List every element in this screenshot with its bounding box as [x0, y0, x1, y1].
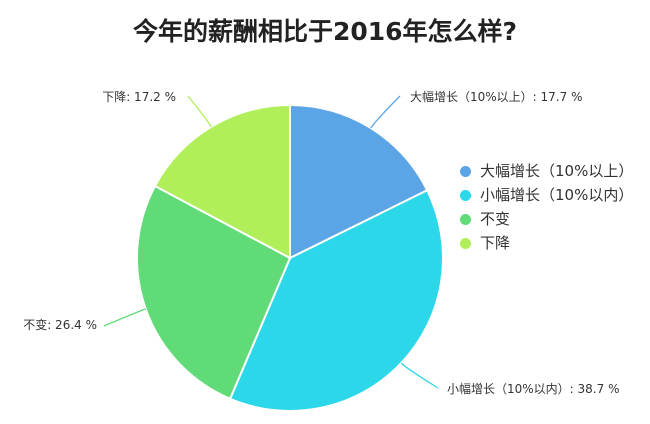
legend-item[interactable]: 小幅增长（10%以内）	[460, 183, 633, 207]
pie-data-label: 下降: 17.2 %	[102, 90, 176, 104]
legend-swatch	[460, 213, 471, 225]
pie-slice[interactable]	[289, 103, 429, 260]
legend-label: 下降	[480, 234, 511, 252]
legend-label: 大幅增长（10%以上）	[480, 162, 634, 180]
label-leader-line	[400, 362, 439, 389]
legend-label: 小幅增长（10%以内）	[480, 186, 634, 204]
label-leader-line	[103, 308, 146, 327]
pie-data-label: 大幅增长（10%以上）: 17.7 %	[410, 89, 582, 104]
pie-slice[interactable]	[153, 103, 291, 260]
pie-slice[interactable]	[228, 188, 445, 413]
legend-swatch	[460, 189, 471, 201]
pie-data-label: 不变: 26.4 %	[23, 317, 97, 332]
legend-swatch	[460, 165, 471, 177]
legend-item[interactable]: 下降	[460, 231, 633, 255]
chart-title: 今年的薪酬相比于2016年怎么样?	[132, 17, 518, 46]
legend-item[interactable]: 大幅增长（10%以上）	[460, 159, 633, 183]
legend-label: 不变	[480, 210, 511, 228]
label-leader-line	[370, 95, 401, 129]
legend-swatch	[460, 237, 471, 249]
legend-item[interactable]: 不变	[460, 207, 633, 231]
pie-data-label: 小幅增长（10%以内）: 38.7 %	[447, 381, 619, 396]
label-leader-line	[187, 95, 212, 128]
legend: 大幅增长（10%以上） 小幅增长（10%以内） 不变 下降	[460, 159, 633, 255]
pie-slice[interactable]	[136, 184, 292, 401]
